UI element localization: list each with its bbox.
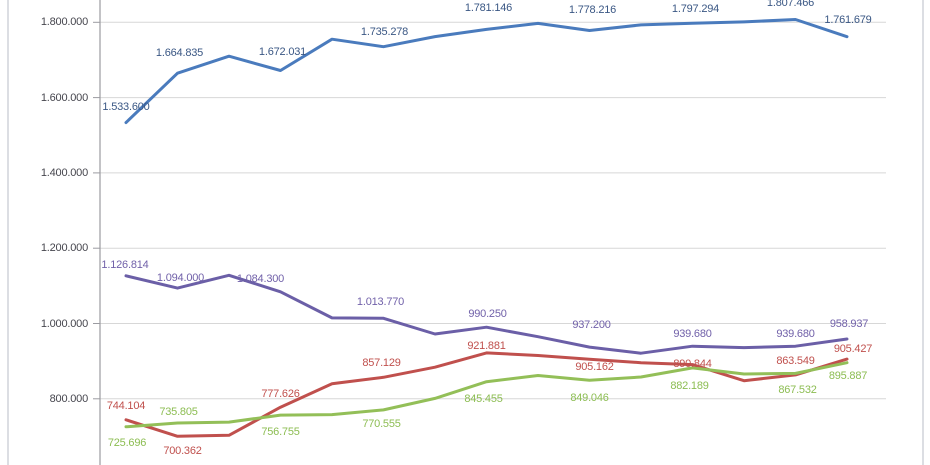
green-series-line (124, 361, 849, 429)
page-border-left (7, 0, 9, 465)
blue-series-line (124, 18, 849, 125)
red-series-line (124, 351, 849, 438)
page-border-right (922, 0, 924, 465)
purple-series-line (124, 273, 849, 355)
